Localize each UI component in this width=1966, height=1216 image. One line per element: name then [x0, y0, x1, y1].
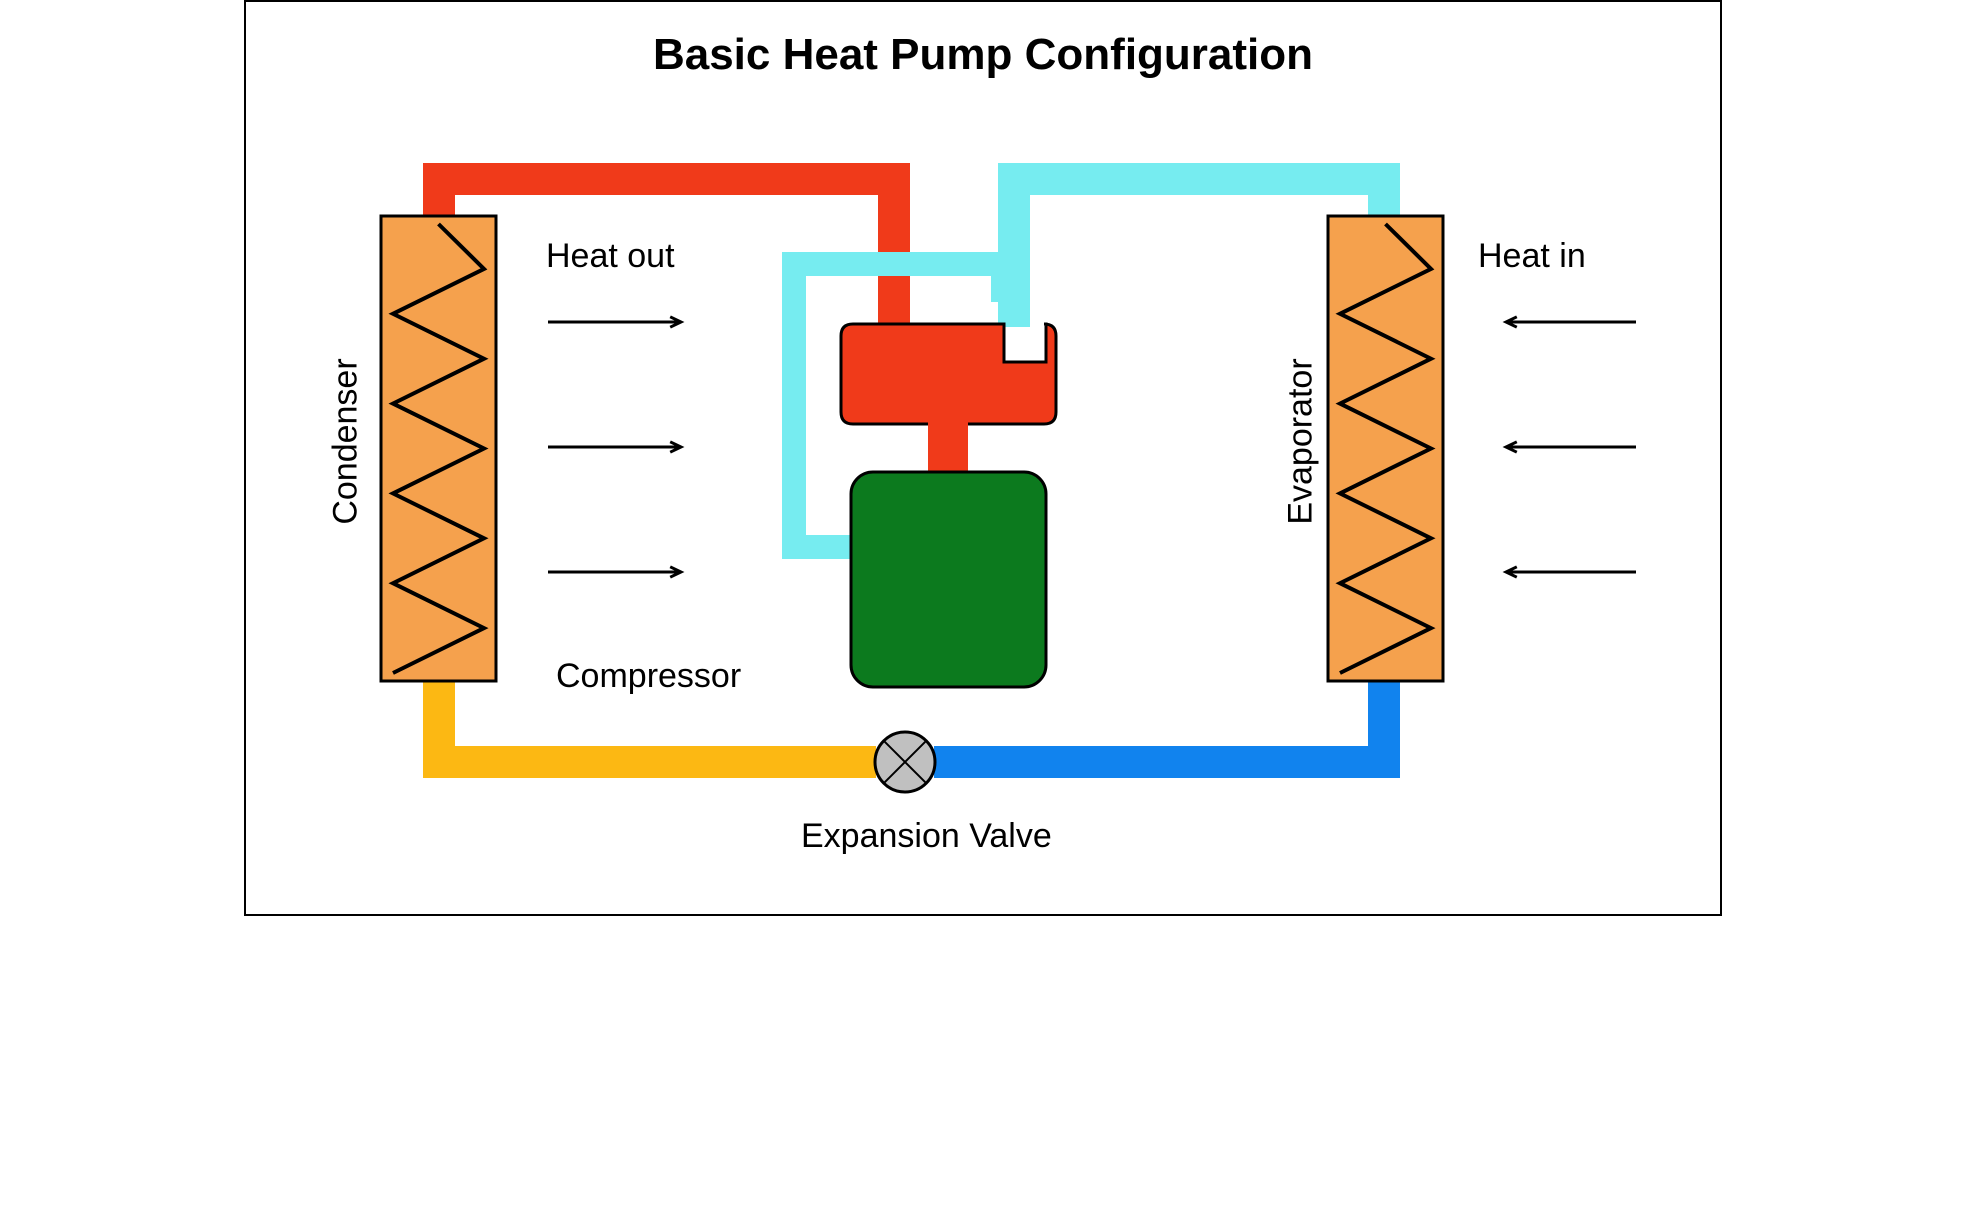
evaporator	[1328, 216, 1443, 681]
diagram-svg	[246, 2, 1720, 914]
heat-in-arrow-2	[1506, 567, 1636, 577]
expansion-valve	[875, 732, 935, 792]
condenser	[381, 216, 496, 681]
compressor	[841, 324, 1056, 687]
heat-out-arrow-0	[548, 317, 681, 327]
heat-out-label: Heat out	[546, 237, 675, 276]
compressor-label: Compressor	[556, 657, 741, 696]
diagram-canvas: Basic Heat Pump Configuration Condenser …	[244, 0, 1722, 916]
heat-in-arrow-0	[1506, 317, 1636, 327]
condenser-label: Condenser	[327, 342, 366, 542]
heat-out-arrow-2	[548, 567, 681, 577]
evaporator-label: Evaporator	[1282, 342, 1321, 542]
expansion-valve-label: Expansion Valve	[801, 817, 1052, 856]
heat-in-label: Heat in	[1478, 237, 1586, 276]
heat-in-arrow-1	[1506, 442, 1636, 452]
heat-out-arrow-1	[548, 442, 681, 452]
